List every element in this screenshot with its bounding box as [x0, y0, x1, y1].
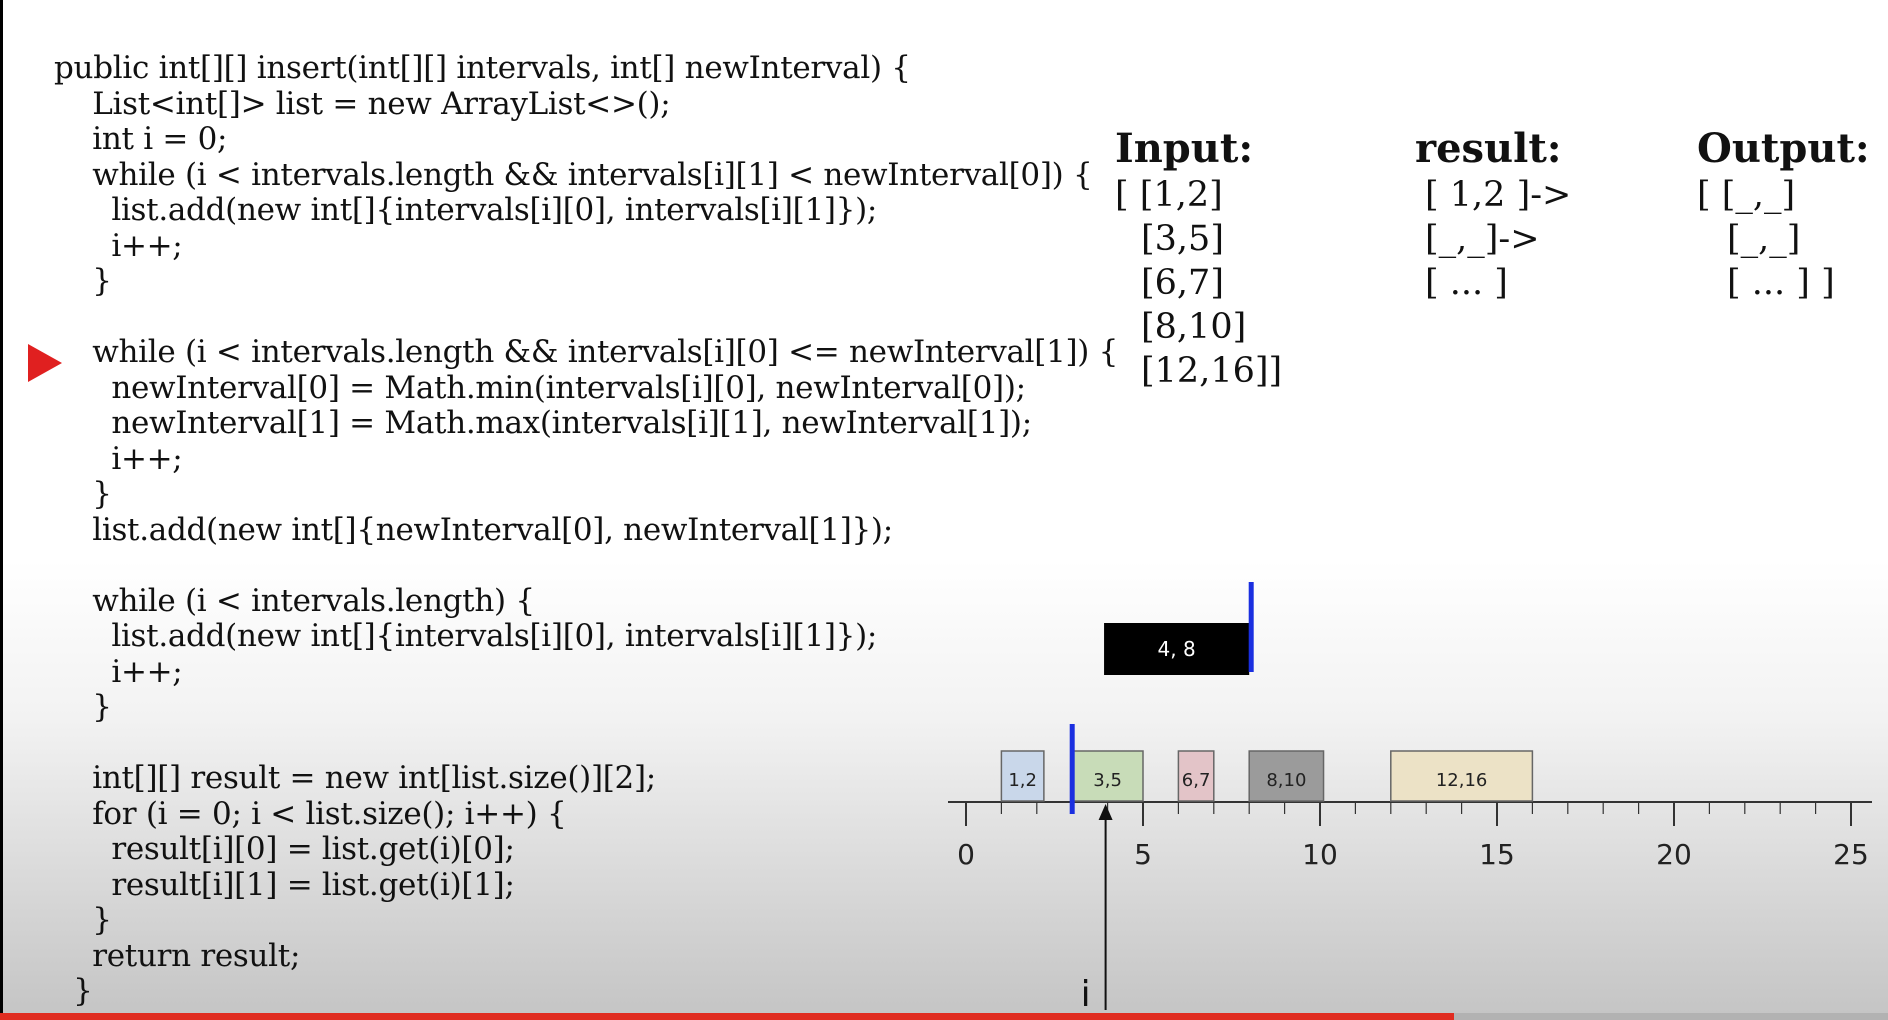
input-title: Input: [1115, 125, 1254, 172]
output-row: [ ... ] ] [1727, 263, 1835, 303]
code-line: int[][] result = new int[list.size()][2]… [54, 760, 656, 796]
code-line: newInterval[0] = Math.min(intervals[i][0… [54, 369, 1026, 406]
code-line: for (i = 0; i < list.size(); i++) { [54, 795, 567, 832]
interval-label: 12,16 [1436, 770, 1488, 791]
tick-label: 5 [1134, 838, 1152, 871]
code-line: return result; [54, 937, 301, 974]
result-column: result: [ 1,2 ]-> [_,_]->[ ... ] [1415, 125, 1571, 303]
code-line: public int[][] insert(int[][] intervals,… [54, 50, 911, 86]
interval-label: 3,5 [1093, 770, 1122, 791]
output-column: Output: [ [_,_] [_,_][ ... ] ] [1697, 125, 1870, 303]
tick-label: 0 [957, 838, 975, 871]
tick-label: 20 [1656, 838, 1692, 871]
code-line: while (i < intervals.length && intervals… [54, 334, 1119, 370]
pointer-label: i [1081, 974, 1091, 1015]
code-line: List<int[]> list = new ArrayList<>(); [54, 85, 671, 122]
input-row: [12,16]] [1141, 351, 1283, 391]
current-line-arrow-icon [28, 344, 62, 382]
pointer-arrow-icon [1098, 804, 1113, 820]
left-edge [0, 0, 3, 1020]
code-line: result[i][1] = list.get(i)[1]; [54, 866, 515, 903]
input-row: [6,7] [1141, 263, 1224, 303]
code-line: i++; [54, 440, 183, 477]
interval-bar [1177, 750, 1215, 802]
interval-bar [1390, 750, 1534, 802]
code-line: newInterval[1] = Math.max(intervals[i][1… [54, 405, 1032, 441]
output-title: Output: [1697, 125, 1870, 172]
result-row: [_,_]-> [1425, 219, 1540, 259]
tick-label: 10 [1302, 838, 1338, 871]
input-row: [ [1,2] [1115, 175, 1223, 215]
output-row: [_,_] [1727, 219, 1801, 259]
video-progress-bar[interactable] [0, 1013, 1454, 1020]
tick-label: 15 [1479, 838, 1515, 871]
input-row: [8,10] [1141, 307, 1247, 347]
code-line: while (i < intervals.length && intervals… [54, 156, 1093, 193]
tick-label: 25 [1833, 838, 1869, 871]
new-interval-bar [1104, 623, 1250, 675]
result-title: result: [1415, 125, 1562, 172]
new-interval-label: 4, 8 [1158, 637, 1196, 661]
code-line: result[i][0] = list.get(i)[0]; [54, 831, 515, 867]
interval-label: 1,2 [1008, 770, 1037, 791]
output-row: [ [_,_] [1697, 175, 1796, 215]
interval-label: 8,10 [1266, 770, 1306, 791]
code-line: } [54, 902, 112, 938]
interval-label: 6,7 [1182, 770, 1211, 791]
code-line: } [54, 689, 112, 725]
code-line: list.add(new int[]{intervals[i][0], inte… [54, 192, 878, 228]
input-column: Input: [ [1,2] [3,5] [6,7] [8,10] [12,16]] [1115, 125, 1282, 391]
code-line: while (i < intervals.length) { [54, 582, 535, 619]
result-row: [ 1,2 ]-> [1425, 175, 1572, 215]
interval-bar [1248, 750, 1325, 802]
code-line: list.add(new int[]{newInterval[0], newIn… [54, 511, 893, 548]
input-row: [3,5] [1141, 219, 1224, 259]
interval-bar [1000, 750, 1045, 802]
code-line: int i = 0; [54, 121, 228, 157]
result-row: [ ... ] [1425, 263, 1508, 303]
code-line: } [54, 476, 112, 512]
code-line: i++; [54, 653, 183, 690]
code-line: i++; [54, 227, 183, 264]
code-line: list.add(new int[]{intervals[i][0], inte… [54, 618, 878, 654]
code-line: } [54, 263, 112, 299]
code-line: } [54, 973, 93, 1009]
